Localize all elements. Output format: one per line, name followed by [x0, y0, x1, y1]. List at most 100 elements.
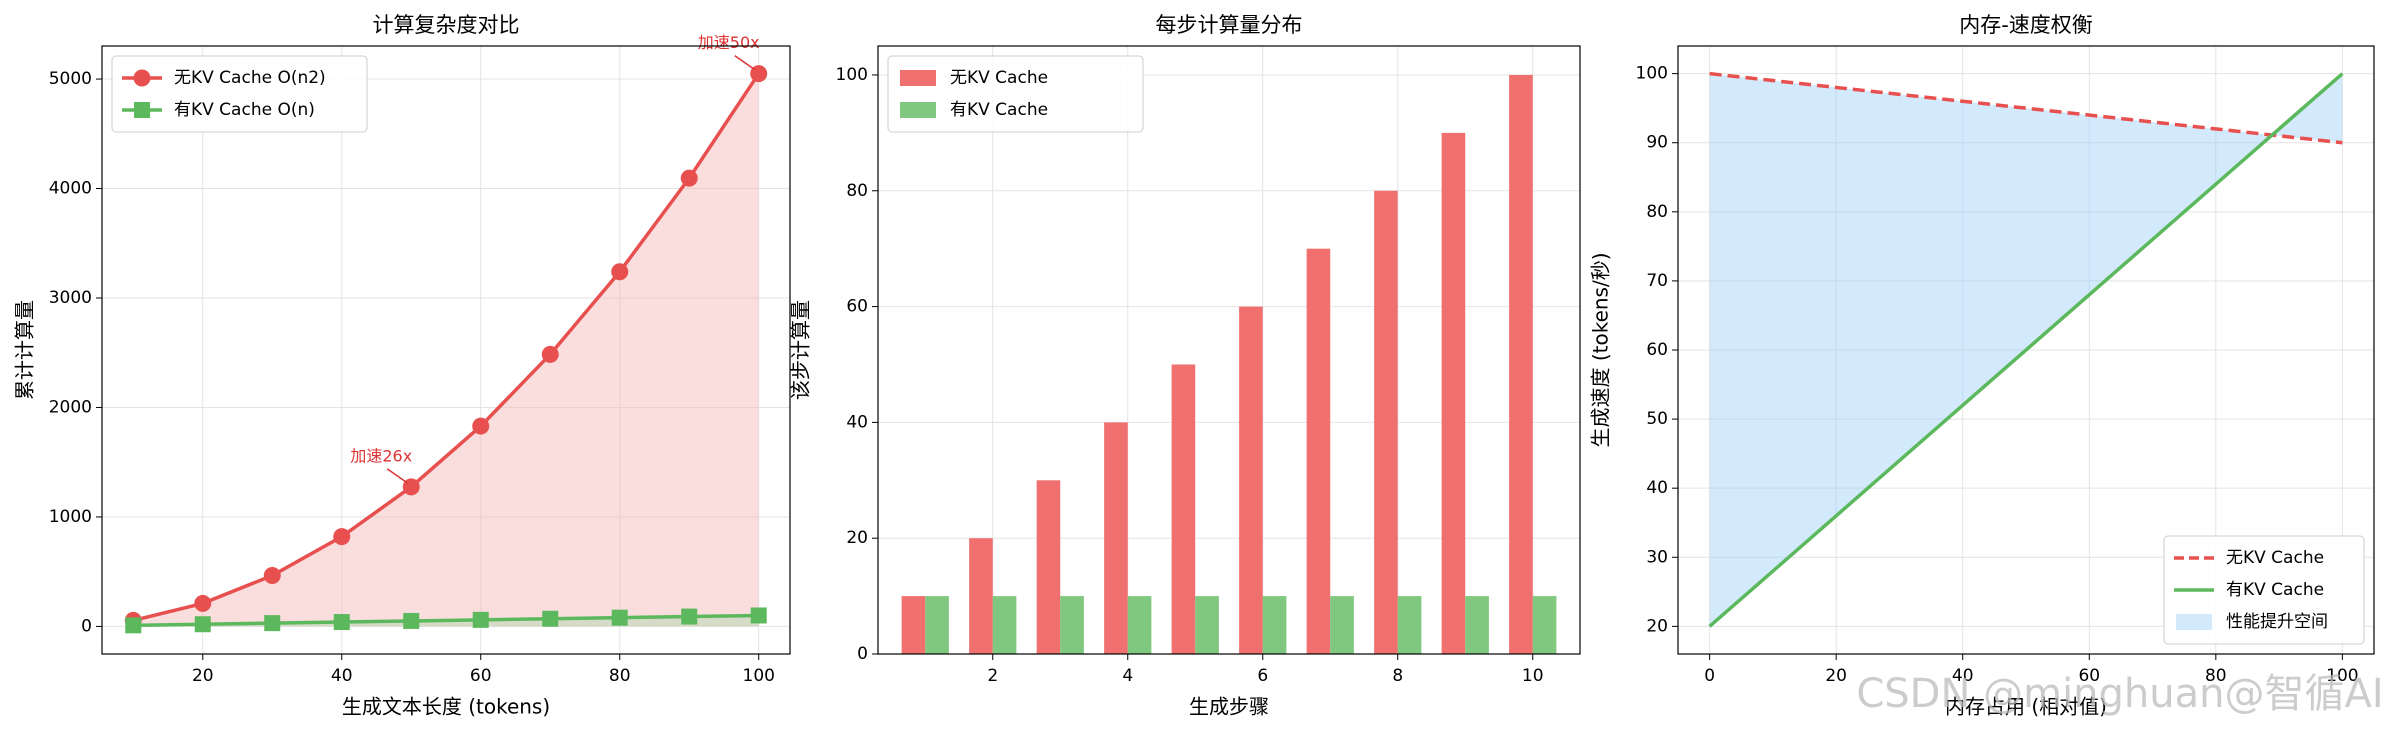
bar — [1465, 596, 1489, 654]
y-axis-label: 生成速度 (tokens/秒) — [1589, 252, 1613, 447]
x-tick-label: 20 — [1825, 666, 1847, 686]
y-tick-label: 5000 — [49, 69, 92, 89]
line — [1708, 72, 2344, 628]
marker — [611, 263, 629, 281]
marker — [542, 610, 559, 627]
bar — [1036, 480, 1061, 654]
y-tick-label: 1000 — [49, 507, 92, 527]
marker — [403, 612, 420, 629]
bar — [1441, 132, 1466, 654]
marker — [472, 417, 490, 435]
marker — [333, 614, 350, 631]
bar — [1374, 190, 1398, 654]
legend-box — [2163, 535, 2365, 645]
legend-label: 无KV Cache — [950, 68, 1048, 88]
bar — [1330, 596, 1354, 654]
legend-box — [887, 55, 1144, 133]
legend-label: 无KV Cache — [2226, 548, 2324, 568]
legend-label: 性能提升空间 — [2226, 612, 2328, 632]
bar — [1509, 74, 1533, 654]
legend-label: 无KV Cache O(n2) — [174, 68, 326, 88]
line — [132, 72, 761, 623]
y-tick-label: 70 — [1646, 271, 1668, 291]
x-tick-label: 80 — [2205, 666, 2227, 686]
y-tick-label: 20 — [846, 528, 868, 548]
x-tick-label: 10 — [1522, 666, 1544, 686]
bar — [1195, 596, 1219, 654]
x-tick-label: 40 — [331, 666, 353, 686]
legend-marker — [134, 102, 150, 118]
bar — [1127, 596, 1152, 654]
legend-swatch — [900, 70, 936, 86]
x-tick-label: 2 — [987, 666, 998, 686]
bar — [1306, 248, 1331, 654]
bar — [1532, 596, 1557, 654]
y-tick-label: 60 — [846, 297, 868, 317]
marker — [194, 594, 212, 612]
marker — [611, 609, 628, 626]
chart-title: 每步计算量分布 — [1156, 13, 1303, 37]
y-tick-label: 40 — [1646, 478, 1668, 498]
x-tick-label: 60 — [470, 666, 492, 686]
legend: 无KV Cache O(n2) 有KV Cache O(n) — [111, 55, 368, 133]
area — [133, 73, 759, 627]
marker — [681, 608, 698, 625]
x-tick-label: 100 — [2326, 666, 2358, 686]
marker — [680, 169, 698, 187]
legend: 无KV Cache 有KV Cache — [887, 55, 1144, 133]
x-tick-label: 20 — [192, 666, 214, 686]
annotation-arrow — [734, 54, 756, 71]
legend-label: 有KV Cache — [2226, 580, 2324, 600]
marker — [541, 345, 559, 363]
y-tick-label: 0 — [81, 616, 92, 636]
x-tick-label: 6 — [1257, 666, 1268, 686]
line — [133, 613, 759, 628]
y-tick-label: 30 — [1646, 547, 1668, 567]
x-tick-label: 0 — [1704, 666, 1715, 686]
bar — [925, 596, 949, 654]
legend-box — [111, 55, 368, 133]
y-tick-label: 40 — [846, 412, 868, 432]
legend: 无KV Cache 有KV Cache 性能提升空间 — [2163, 535, 2365, 645]
y-axis-label: 累计计算量 — [13, 300, 37, 400]
x-axis-label: 生成步骤 — [1189, 695, 1269, 719]
bar — [1239, 306, 1263, 654]
y-tick-label: 90 — [1646, 133, 1668, 153]
x-tick-label: 80 — [609, 666, 631, 686]
x-tick-label: 60 — [2078, 666, 2100, 686]
x-tick-label: 4 — [1122, 666, 1133, 686]
bar — [969, 538, 993, 654]
watermark: CSDN @minghuan@智循AI — [1856, 671, 2383, 717]
x-axis-label: 生成文本长度 (tokens) — [342, 695, 550, 719]
marker — [194, 616, 211, 633]
chart-title: 计算复杂度对比 — [373, 13, 520, 37]
y-tick-label: 100 — [1636, 64, 1668, 84]
y-tick-label: 80 — [846, 181, 868, 201]
legend-swatch — [900, 102, 936, 118]
line — [1709, 71, 2343, 145]
annotation: 加速50x — [698, 33, 760, 52]
axes-frame — [877, 45, 1581, 655]
marker — [125, 617, 142, 634]
bar — [1262, 596, 1287, 654]
y-axis-label: 该步计算量 — [789, 300, 813, 400]
marker — [264, 615, 281, 632]
y-tick-label: 80 — [1646, 202, 1668, 222]
legend-label: 有KV Cache O(n) — [174, 100, 315, 120]
bar — [1104, 422, 1128, 654]
marker — [750, 607, 767, 624]
y-tick-label: 2000 — [49, 397, 92, 417]
chart-title: 内存-速度权衡 — [1959, 13, 2093, 37]
bar — [1171, 364, 1196, 654]
marker — [263, 567, 281, 585]
legend-label: 有KV Cache — [950, 100, 1048, 120]
annotation: 加速26x — [350, 446, 412, 465]
annotation-arrow — [386, 468, 408, 484]
legend-swatch — [2176, 614, 2212, 630]
marker — [472, 611, 489, 628]
y-tick-label: 0 — [857, 644, 868, 664]
bar — [992, 596, 1017, 654]
bar — [901, 596, 926, 654]
y-tick-label: 4000 — [49, 179, 92, 199]
